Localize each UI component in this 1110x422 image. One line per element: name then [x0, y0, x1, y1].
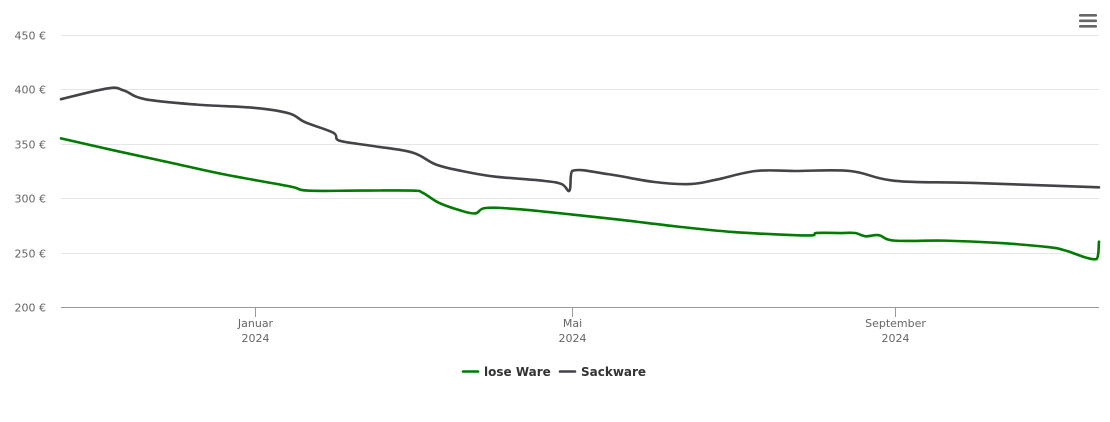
- y-tick-label: 300 €: [15, 193, 47, 206]
- chart-menu-button[interactable]: [1077, 11, 1099, 31]
- legend-label: lose Ware: [484, 365, 551, 379]
- y-tick-label: 350 €: [15, 139, 47, 152]
- x-tick-label-year: 2024: [242, 332, 270, 345]
- x-tick-label-month: Januar: [237, 317, 274, 330]
- grid-lines: [61, 35, 1099, 254]
- x-tick-label-month: September: [865, 317, 926, 330]
- legend-item-lose-ware[interactable]: lose Ware: [461, 365, 551, 379]
- y-axis: 200 € 250 € 300 € 350 € 400 € 450 €: [15, 30, 47, 315]
- series-group: [59, 86, 1101, 261]
- hamburger-menu-icon: [1079, 14, 1097, 28]
- legend: lose Ware Sackware: [461, 365, 646, 379]
- y-tick-label: 450 €: [15, 30, 47, 43]
- legend-item-sackware[interactable]: Sackware: [558, 365, 646, 379]
- x-axis: Januar 2024 Mai 2024 September 2024: [61, 307, 1099, 345]
- y-tick-label: 200 €: [15, 302, 47, 315]
- series-line-sackware[interactable]: [59, 86, 1101, 193]
- x-tick-label-year: 2024: [882, 332, 910, 345]
- x-tick-label-month: Mai: [563, 317, 582, 330]
- legend-label: Sackware: [581, 365, 646, 379]
- x-tick-label-year: 2024: [559, 332, 587, 345]
- y-tick-label: 250 €: [15, 248, 47, 261]
- series-line-lose-ware[interactable]: [59, 137, 1101, 261]
- y-tick-label: 400 €: [15, 84, 47, 97]
